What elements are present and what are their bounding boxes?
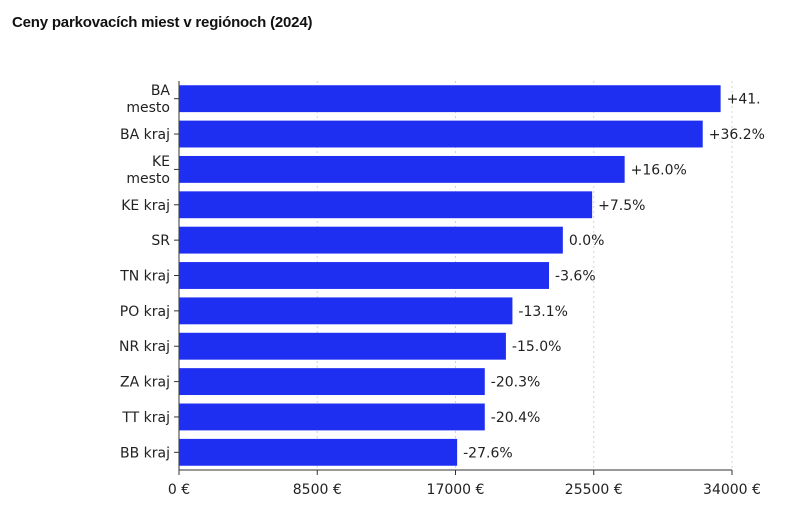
category-label-line: ZA kraj <box>120 375 170 391</box>
x-tick-label: 25500 € <box>565 482 623 498</box>
category-label: TT kraj <box>121 410 170 426</box>
bar <box>179 85 721 113</box>
data-label: -20.3% <box>491 375 541 391</box>
data-label: -13.1% <box>518 304 568 320</box>
category-label-line: SR <box>151 233 170 249</box>
category-label: KE kraj <box>121 198 170 214</box>
data-label: +7.5% <box>598 198 645 214</box>
data-label: +16.0% <box>631 162 687 178</box>
category-label-line: NR kraj <box>119 339 170 355</box>
data-label: 0.0% <box>569 233 605 249</box>
category-label: KE mesto <box>126 154 170 187</box>
category-label-line: KE <box>152 154 170 170</box>
category-label-line: mesto <box>126 171 170 187</box>
category-label: PO kraj <box>120 304 170 320</box>
x-tick-label: 34000 € <box>703 482 761 498</box>
data-label: +41. <box>727 92 761 108</box>
data-label: -27.6% <box>463 445 513 461</box>
x-tick-label: 8500 € <box>293 482 342 498</box>
category-label: TN kraj <box>119 269 170 285</box>
bar <box>179 332 506 360</box>
bar <box>179 155 625 183</box>
category-label: BA kraj <box>120 127 170 143</box>
category-label: BB kraj <box>120 445 170 461</box>
bar <box>179 368 485 396</box>
category-label: NR kraj <box>119 339 170 355</box>
bar <box>179 403 485 431</box>
data-label: +36.2% <box>709 127 765 143</box>
bar <box>179 438 458 466</box>
bar <box>179 120 703 148</box>
chart-title: Ceny parkovacích miest v regiónoch (2024… <box>12 14 313 31</box>
bar <box>179 226 563 254</box>
data-label: -3.6% <box>555 269 596 285</box>
category-label: SR <box>151 233 170 249</box>
bar <box>179 191 593 219</box>
category-label-line: KE kraj <box>121 198 170 214</box>
data-label: -20.4% <box>491 410 541 426</box>
category-label: ZA kraj <box>120 375 170 391</box>
bar <box>179 262 550 289</box>
category-label-line: PO kraj <box>120 304 170 320</box>
bar <box>179 297 513 325</box>
category-label-line: TT kraj <box>121 410 170 426</box>
category-label: BA mesto <box>126 83 170 116</box>
x-tick-label: 17000 € <box>427 482 485 498</box>
category-label-line: TN kraj <box>119 269 170 285</box>
category-label-line: BB kraj <box>120 445 170 461</box>
data-label: -15.0% <box>512 339 562 355</box>
category-label-line: mesto <box>126 100 170 116</box>
x-tick-label: 0 € <box>168 482 190 498</box>
category-label-line: BA kraj <box>120 127 170 143</box>
category-label-line: BA <box>151 83 171 99</box>
